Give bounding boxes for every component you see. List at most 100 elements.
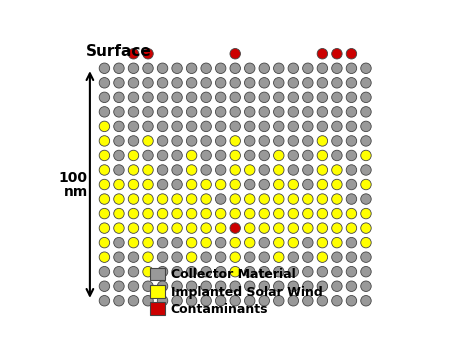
Circle shape <box>259 150 269 161</box>
Circle shape <box>361 136 371 146</box>
Circle shape <box>245 165 255 175</box>
Circle shape <box>332 136 342 146</box>
Circle shape <box>186 78 197 88</box>
Circle shape <box>143 63 153 73</box>
Circle shape <box>273 121 284 132</box>
Circle shape <box>259 63 269 73</box>
Circle shape <box>288 107 299 117</box>
Circle shape <box>99 296 110 306</box>
Circle shape <box>259 179 269 190</box>
Circle shape <box>99 150 110 161</box>
Circle shape <box>157 281 168 291</box>
Circle shape <box>230 296 240 306</box>
Circle shape <box>186 194 197 204</box>
Circle shape <box>361 107 371 117</box>
Circle shape <box>273 223 284 233</box>
Circle shape <box>114 78 124 88</box>
Circle shape <box>332 208 342 219</box>
Circle shape <box>288 78 299 88</box>
Circle shape <box>245 179 255 190</box>
Circle shape <box>186 208 197 219</box>
Circle shape <box>157 92 168 102</box>
Circle shape <box>259 194 269 204</box>
Circle shape <box>128 237 139 248</box>
Circle shape <box>259 223 269 233</box>
Circle shape <box>303 107 313 117</box>
Circle shape <box>143 150 153 161</box>
Circle shape <box>201 281 211 291</box>
Circle shape <box>172 252 182 263</box>
Circle shape <box>317 208 328 219</box>
Circle shape <box>245 281 255 291</box>
Circle shape <box>317 165 328 175</box>
Circle shape <box>230 266 240 277</box>
Circle shape <box>361 281 371 291</box>
Circle shape <box>346 281 357 291</box>
Circle shape <box>157 136 168 146</box>
Circle shape <box>346 121 357 132</box>
Circle shape <box>143 223 153 233</box>
Circle shape <box>317 179 328 190</box>
Circle shape <box>201 208 211 219</box>
Circle shape <box>259 165 269 175</box>
Circle shape <box>245 63 255 73</box>
Circle shape <box>317 92 328 102</box>
Circle shape <box>128 266 139 277</box>
Circle shape <box>186 150 197 161</box>
Circle shape <box>303 296 313 306</box>
Circle shape <box>201 150 211 161</box>
Circle shape <box>317 48 328 59</box>
Circle shape <box>216 121 226 132</box>
Text: Surface: Surface <box>85 44 151 59</box>
Circle shape <box>143 48 153 59</box>
Circle shape <box>99 136 110 146</box>
Circle shape <box>201 78 211 88</box>
Circle shape <box>201 223 211 233</box>
Circle shape <box>245 252 255 263</box>
Circle shape <box>114 107 124 117</box>
Circle shape <box>230 48 240 59</box>
Circle shape <box>346 92 357 102</box>
Circle shape <box>303 281 313 291</box>
Circle shape <box>128 194 139 204</box>
Circle shape <box>157 252 168 263</box>
Circle shape <box>361 223 371 233</box>
Circle shape <box>288 63 299 73</box>
Circle shape <box>273 296 284 306</box>
Circle shape <box>99 107 110 117</box>
Circle shape <box>186 92 197 102</box>
Circle shape <box>259 78 269 88</box>
Circle shape <box>273 179 284 190</box>
Circle shape <box>172 266 182 277</box>
Circle shape <box>172 136 182 146</box>
Circle shape <box>332 48 342 59</box>
Circle shape <box>216 208 226 219</box>
Circle shape <box>216 194 226 204</box>
Circle shape <box>361 252 371 263</box>
Circle shape <box>99 63 110 73</box>
Circle shape <box>303 223 313 233</box>
Circle shape <box>288 237 299 248</box>
Circle shape <box>128 78 139 88</box>
Circle shape <box>245 136 255 146</box>
Circle shape <box>288 208 299 219</box>
Circle shape <box>114 296 124 306</box>
Circle shape <box>172 296 182 306</box>
Circle shape <box>172 78 182 88</box>
Circle shape <box>332 266 342 277</box>
Circle shape <box>245 150 255 161</box>
Circle shape <box>230 223 240 233</box>
Circle shape <box>346 48 357 59</box>
Circle shape <box>259 92 269 102</box>
Circle shape <box>114 223 124 233</box>
Circle shape <box>114 194 124 204</box>
Circle shape <box>317 237 328 248</box>
Circle shape <box>216 63 226 73</box>
Circle shape <box>303 92 313 102</box>
Circle shape <box>99 165 110 175</box>
Circle shape <box>216 179 226 190</box>
Circle shape <box>273 266 284 277</box>
Circle shape <box>99 78 110 88</box>
Circle shape <box>230 252 240 263</box>
Circle shape <box>230 150 240 161</box>
